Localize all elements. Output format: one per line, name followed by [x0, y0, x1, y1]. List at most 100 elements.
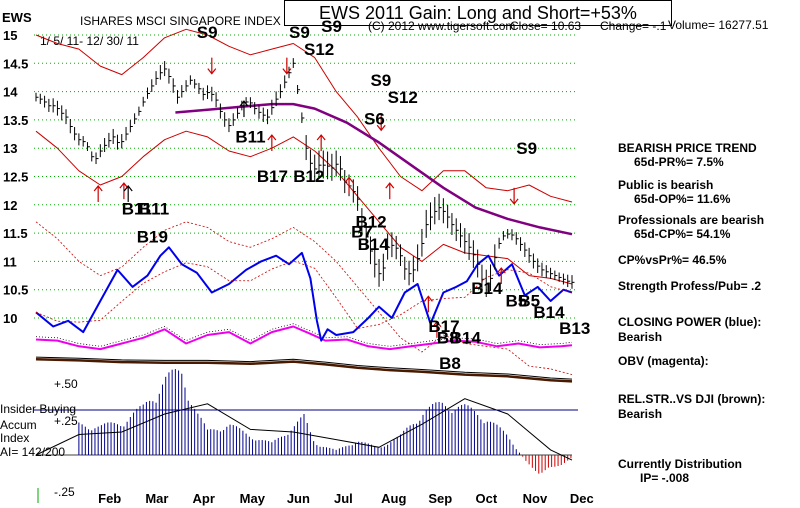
inner-dotted-band: [35, 221, 573, 375]
gridlines: [34, 34, 578, 319]
signal-label: B8: [437, 328, 459, 347]
rp-relstr-value: Bearish: [618, 407, 662, 421]
obv-polyline: [35, 325, 573, 351]
y-tick-label: 13.5: [3, 113, 28, 128]
signal-label: B13: [559, 319, 590, 338]
month-label: Feb: [98, 491, 121, 506]
rp-professionals: Professionals are bearish: [618, 213, 764, 227]
sell-arrow-head: [207, 68, 217, 75]
moving-average-line: [175, 102, 573, 236]
rp-strength: Strength Profess/Pub= .2: [618, 279, 761, 293]
neutral-arrow-head: [239, 100, 249, 107]
signal-label: B5: [518, 292, 540, 311]
sell-arrow-head: [376, 124, 386, 132]
rp-pr: 65d-PR%= 7.5%: [634, 155, 724, 169]
buy-arrow-head: [267, 134, 277, 141]
signal-label: B19: [137, 228, 168, 247]
price-bars: [35, 58, 575, 298]
buy-arrow-head: [385, 182, 395, 189]
rel-str-polyline: [35, 358, 573, 383]
volume-text: Volume= 16277.51: [668, 18, 769, 32]
month-label: Apr: [192, 491, 214, 506]
rel-str-ma-line: [35, 356, 573, 380]
rel-str-line: [35, 356, 573, 383]
right-panel: BEARISH PRICE TREND 65d-PR%= 7.5% Public…: [618, 141, 765, 485]
upper-band-line: [35, 28, 573, 203]
rp-public: Public is bearish: [618, 178, 713, 192]
y-tick-label: 10.5: [3, 283, 28, 298]
signal-label: S9: [289, 23, 310, 42]
insider-buying-label: Insider Buying: [0, 402, 76, 416]
signal-label: B14: [450, 328, 482, 347]
rp-obv-label: OBV (magenta):: [618, 354, 709, 368]
y-tick-label: 14.5: [3, 56, 28, 71]
signal-label: B11: [139, 199, 169, 218]
rp-closing-power-value: Bearish: [618, 330, 662, 344]
month-axis: Feb Mar Apr May Jun Jul Aug Sep Oct Nov Dec: [98, 491, 594, 506]
sell-arrow-head: [282, 68, 292, 75]
y-tick-label: 15: [3, 28, 17, 43]
rp-ip: IP= -.008: [640, 471, 689, 485]
buy-arrow-head: [119, 182, 129, 189]
index-label: Index: [0, 431, 29, 445]
signal-label: B12: [355, 212, 386, 231]
buy-arrow-head: [496, 267, 506, 274]
lower-band-line: [35, 130, 573, 285]
signal-label: B12: [293, 167, 324, 186]
accumulation-panel: [35, 369, 573, 474]
moving-average-polyline: [175, 102, 573, 236]
rp-closing-power-label: CLOSING POWER (blue):: [618, 315, 761, 329]
signal-label: B5: [506, 292, 528, 311]
rp-cpvspr: CP%vsPr%= 46.5%: [618, 253, 727, 267]
signal-label: B11: [235, 128, 265, 147]
signal-label: B8: [439, 354, 461, 373]
chart-title: EWS 2011 Gain: Long and Short=+53%: [284, 0, 672, 26]
month-label: May: [240, 491, 266, 506]
obv-ma-line: [35, 323, 573, 347]
month-label: Jul: [334, 491, 353, 506]
signal-label: S9: [197, 23, 218, 42]
signal-label: B17: [257, 167, 288, 186]
y-tick-label: 14: [3, 85, 18, 100]
y-tick-label: 12: [3, 198, 17, 213]
neutral-arrow-head: [123, 185, 133, 192]
y-tick-label: 12.5: [3, 170, 28, 185]
lower-band: [35, 130, 573, 375]
signal-label: S9: [321, 17, 342, 36]
date-range: 1/ 5/ 11- 12/ 30/ 11: [40, 34, 139, 48]
month-label: Dec: [570, 491, 594, 506]
rp-cp: 65d-CP%= 54.1%: [634, 227, 731, 241]
acc-average-line: [35, 398, 573, 461]
acc-tick-top: +.50: [54, 377, 78, 391]
signal-label: B17: [428, 317, 459, 336]
signal-label: B11: [122, 199, 152, 218]
signal-label: B7: [351, 223, 373, 242]
buy-arrow-head: [93, 185, 103, 192]
y-tick-label: 11: [3, 254, 17, 269]
buy-arrow-head: [316, 134, 326, 141]
ai-label: AI= 142/200: [0, 445, 65, 459]
rp-bearish-trend: BEARISH PRICE TREND: [618, 141, 757, 155]
rp-relstr-label: REL.STR..VS DJI (brown):: [618, 392, 765, 406]
closing-power-line: [35, 246, 573, 342]
closing-power-polyline: [35, 246, 573, 342]
month-label: Aug: [381, 491, 406, 506]
rp-distribution: Currently Distribution: [618, 457, 742, 471]
buy-arrow-head: [423, 295, 433, 302]
close-text: Close= 10.63: [510, 19, 581, 33]
signal-label: B14: [358, 235, 390, 254]
signal-arrows: [93, 57, 519, 338]
y-tick-label: 11.5: [3, 226, 28, 241]
source-text: (C) 2012 www.tigersoft.com: [368, 19, 515, 33]
signal-label: B14: [471, 279, 503, 298]
month-label: Nov: [523, 491, 548, 506]
buy-arrow-head: [344, 176, 354, 183]
security-name: ISHARES MSCI SINGAPORE INDEX: [80, 14, 281, 28]
ticker-label: EWS: [2, 10, 32, 25]
signal-label: S12: [388, 88, 418, 107]
accum-label: Accum: [0, 418, 37, 432]
month-label: Oct: [475, 491, 497, 506]
